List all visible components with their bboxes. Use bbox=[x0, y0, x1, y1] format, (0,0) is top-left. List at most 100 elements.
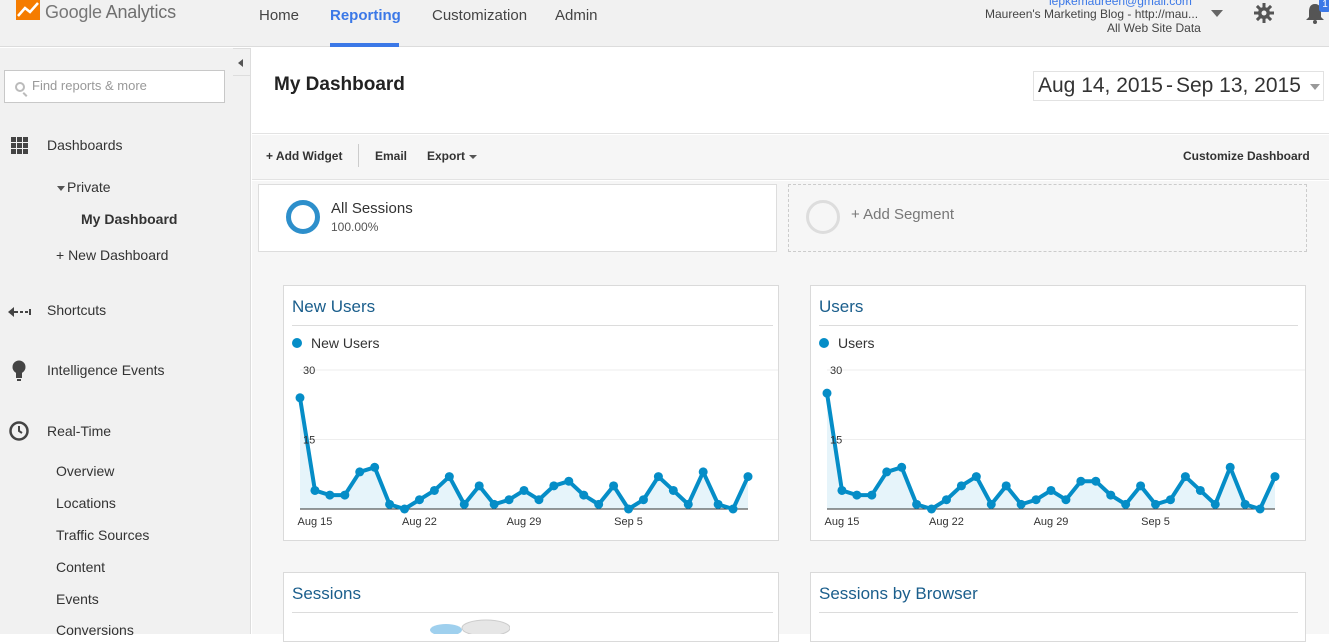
sidebar-item-new-dashboard[interactable]: + New Dashboard bbox=[56, 247, 169, 263]
widget-divider bbox=[292, 612, 773, 613]
export-dropdown-icon[interactable] bbox=[469, 155, 477, 159]
data-point bbox=[295, 393, 305, 403]
data-point bbox=[549, 481, 559, 491]
email-button[interactable]: Email bbox=[375, 149, 408, 163]
analytics-logo-icon bbox=[16, 0, 40, 20]
account-email[interactable]: lepkemaureen@gmail.com bbox=[1049, 0, 1192, 8]
data-point bbox=[1046, 485, 1056, 495]
data-point bbox=[1136, 481, 1146, 491]
sidebar bbox=[0, 48, 251, 634]
widget-title-users[interactable]: Users bbox=[819, 297, 864, 316]
data-point bbox=[504, 495, 514, 505]
y-tick-label: 15 bbox=[830, 435, 842, 447]
data-point bbox=[728, 504, 738, 514]
widget-title-sessions-by-browser[interactable]: Sessions by Browser bbox=[819, 584, 978, 603]
widget-title-new-users[interactable]: New Users bbox=[292, 297, 376, 316]
sidebar-item-locations[interactable]: Locations bbox=[56, 495, 116, 511]
sidebar-item-overview[interactable]: Overview bbox=[56, 463, 115, 479]
account-view-name[interactable]: All Web Site Data bbox=[1107, 21, 1201, 35]
legend-new-users: New Users bbox=[311, 335, 380, 351]
settings-gear-icon[interactable] bbox=[1254, 3, 1274, 23]
add-widget-button[interactable]: + Add Widget bbox=[266, 149, 343, 163]
x-tick-label: Aug 29 bbox=[507, 516, 542, 528]
sidebar-item-intelligence-events[interactable]: Intelligence Events bbox=[47, 362, 165, 378]
new-users-line-chart[interactable]: 15 30 Aug 15 Aug 22 Aug 29 Sep 5 bbox=[284, 360, 778, 540]
account-dropdown-icon[interactable] bbox=[1211, 10, 1223, 17]
private-caret-icon bbox=[57, 185, 65, 191]
data-point bbox=[564, 476, 574, 486]
data-point bbox=[609, 481, 619, 491]
y-tick-label: 30 bbox=[830, 365, 842, 377]
nav-home[interactable]: Home bbox=[259, 7, 300, 24]
notification-count-badge: 1 bbox=[1319, 0, 1329, 12]
data-point bbox=[956, 481, 966, 491]
dashboard-toolbar bbox=[252, 135, 1329, 180]
data-point bbox=[459, 499, 469, 509]
sidebar-item-private[interactable]: Private bbox=[57, 179, 111, 195]
data-point bbox=[1106, 490, 1116, 500]
data-point bbox=[1180, 472, 1190, 482]
x-tick-label: Aug 22 bbox=[929, 516, 964, 528]
x-tick-label: Sep 5 bbox=[614, 516, 643, 528]
collapse-sidebar-button[interactable] bbox=[233, 48, 251, 76]
sidebar-item-shortcuts[interactable]: Shortcuts bbox=[47, 302, 107, 318]
add-segment-ring-icon bbox=[806, 200, 840, 234]
data-point bbox=[579, 490, 589, 500]
sidebar-item-real-time[interactable]: Real-Time bbox=[47, 423, 112, 439]
data-point bbox=[1121, 499, 1131, 509]
search-input[interactable] bbox=[32, 78, 222, 93]
sidebar-item-traffic-sources[interactable]: Traffic Sources bbox=[56, 527, 150, 543]
customize-dashboard-button[interactable]: Customize Dashboard bbox=[1183, 149, 1310, 163]
data-point bbox=[474, 481, 484, 491]
segment-percent: 100.00% bbox=[331, 220, 379, 234]
sidebar-item-events[interactable]: Events bbox=[56, 591, 99, 607]
data-point bbox=[519, 485, 529, 495]
nav-customization[interactable]: Customization bbox=[432, 7, 528, 24]
active-nav-indicator bbox=[330, 43, 399, 47]
data-point bbox=[1001, 481, 1011, 491]
nav-admin[interactable]: Admin bbox=[555, 7, 598, 24]
lightbulb-icon bbox=[12, 360, 26, 381]
date-start: Aug 14, 2015 bbox=[1038, 74, 1163, 97]
date-end: Sep 13, 2015 bbox=[1175, 74, 1301, 97]
data-point bbox=[1016, 499, 1026, 509]
add-segment-card[interactable] bbox=[788, 184, 1307, 252]
toolbar-divider bbox=[358, 144, 359, 167]
widget-title-sessions[interactable]: Sessions bbox=[292, 584, 361, 603]
logo-brand: Google bbox=[45, 2, 102, 22]
data-point bbox=[310, 485, 320, 495]
sidebar-item-dashboards[interactable]: Dashboards bbox=[47, 137, 123, 153]
data-point bbox=[1255, 504, 1265, 514]
data-point bbox=[1165, 495, 1175, 505]
date-range-picker[interactable]: Aug 14, 2015- Sep 13, 2015 bbox=[1033, 71, 1324, 101]
sidebar-item-conversions[interactable]: Conversions bbox=[56, 622, 134, 638]
data-point bbox=[638, 495, 648, 505]
data-point bbox=[534, 495, 544, 505]
data-point bbox=[852, 490, 862, 500]
top-bar bbox=[0, 0, 1329, 47]
date-dropdown-icon[interactable] bbox=[1310, 84, 1320, 90]
data-point bbox=[594, 499, 604, 509]
data-point bbox=[986, 499, 996, 509]
date-separator: - bbox=[1165, 74, 1173, 97]
search-icon bbox=[15, 82, 25, 92]
account-property-name[interactable]: Maureen's Marketing Blog - http://mau... bbox=[985, 7, 1199, 21]
nav-reporting[interactable]: Reporting bbox=[330, 7, 401, 24]
data-point bbox=[340, 490, 350, 500]
clock-icon bbox=[9, 421, 29, 441]
export-button[interactable]: Export bbox=[427, 149, 466, 163]
add-segment-button[interactable]: + Add Segment bbox=[851, 206, 954, 223]
data-point bbox=[698, 467, 708, 477]
data-point bbox=[1240, 499, 1250, 509]
segment-card-all-sessions[interactable] bbox=[258, 184, 777, 252]
sidebar-item-my-dashboard[interactable]: My Dashboard bbox=[81, 211, 178, 227]
x-tick-label: Aug 22 bbox=[402, 516, 437, 528]
search-box[interactable] bbox=[4, 70, 225, 103]
data-point bbox=[1195, 485, 1205, 495]
app-logo-text[interactable]: Google Analytics bbox=[45, 2, 176, 23]
users-line-chart[interactable]: 15 30 Aug 15 Aug 22 Aug 29 Sep 5 bbox=[811, 360, 1305, 540]
data-point bbox=[927, 504, 937, 514]
sidebar-item-content[interactable]: Content bbox=[56, 559, 106, 575]
x-tick-label: Sep 5 bbox=[1141, 516, 1170, 528]
data-point bbox=[1151, 499, 1161, 509]
